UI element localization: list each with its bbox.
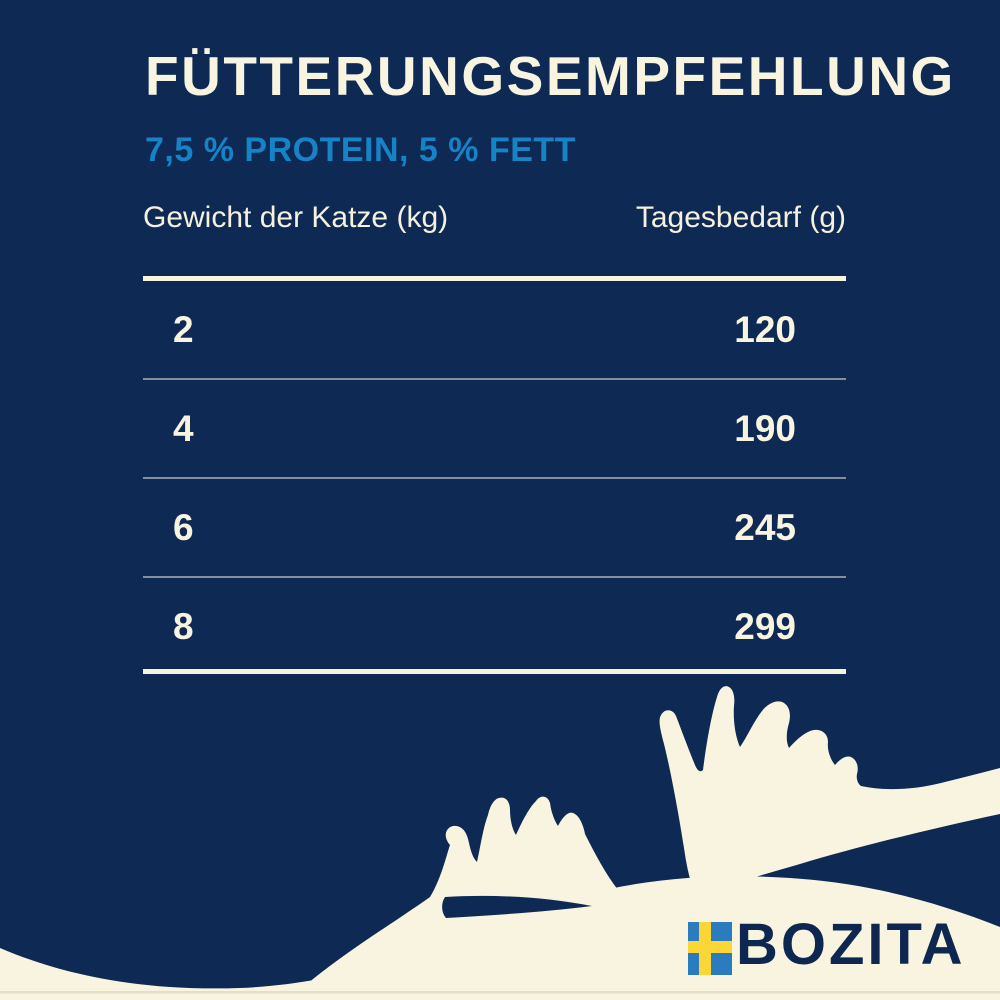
amount-value: 120	[734, 308, 796, 350]
moose-antler-icon	[659, 686, 1000, 936]
table-top-rule	[143, 276, 846, 281]
moose-antler-icon	[300, 796, 705, 990]
weight-column-header: Gewicht der Katze (kg)	[143, 201, 449, 234]
antler-gap-shape	[442, 895, 592, 918]
table-row: 6 245	[143, 477, 846, 576]
table-row: 4 190	[143, 378, 846, 477]
weight-value: 6	[173, 506, 194, 548]
amount-value: 245	[734, 506, 796, 548]
amount-column-header: Tagesbedarf (g)	[635, 201, 846, 234]
page-title: FÜTTERUNGSEMPFEHLUNG	[145, 45, 956, 107]
weight-value: 8	[173, 605, 194, 647]
feeding-table: 2 120 4 190 6 245 8 299	[143, 281, 846, 675]
amount-value: 190	[734, 407, 796, 449]
nutrition-subtitle: 7,5 % PROTEIN, 5 % FETT	[145, 131, 576, 169]
swedish-flag-icon	[688, 922, 732, 975]
weight-value: 4	[173, 407, 194, 449]
brand-logo: BOZITA	[688, 915, 966, 975]
moose-antler-wave-graphic	[0, 686, 1000, 1000]
brand-name: BOZITA	[736, 912, 966, 977]
weight-value: 2	[173, 308, 194, 350]
bottom-edge-line	[0, 991, 1000, 994]
table-bottom-rule	[143, 669, 846, 674]
table-row: 8 299	[143, 576, 846, 675]
table-row: 2 120	[143, 281, 846, 378]
amount-value: 299	[734, 605, 796, 647]
table-header-row: Gewicht der Katze (kg) Tagesbedarf (g)	[143, 201, 846, 235]
